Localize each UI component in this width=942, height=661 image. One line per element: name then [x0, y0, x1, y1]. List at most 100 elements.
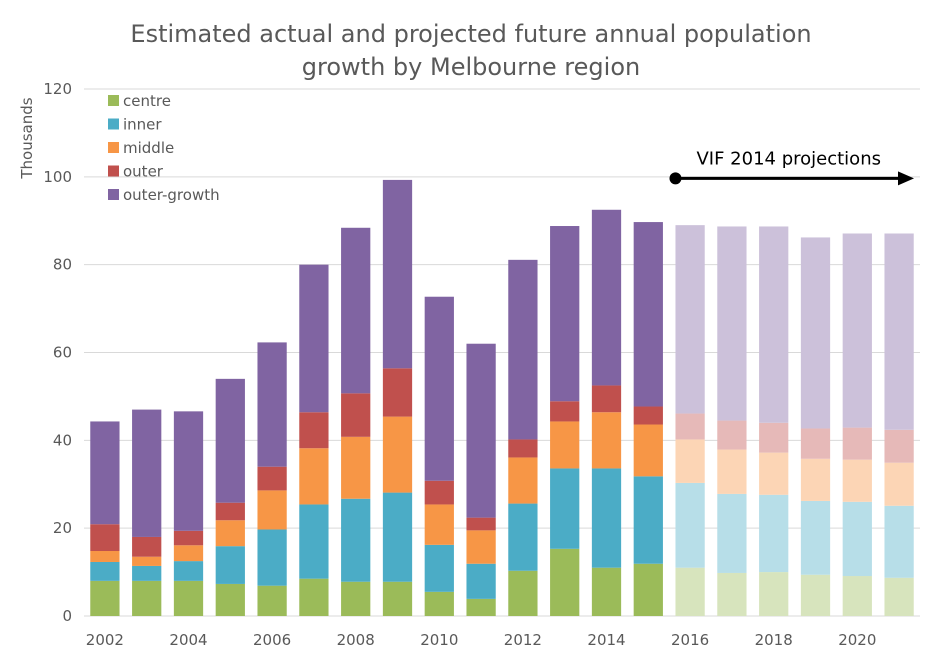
bar-outer-2018: [759, 422, 789, 453]
bar-stack-2003: [132, 409, 162, 616]
bar-inner-2002: [90, 561, 120, 581]
bar-outer-2003: [132, 536, 162, 557]
legend-swatch: [108, 118, 119, 130]
bar-centre-2002: [90, 580, 120, 616]
bar-inner-2010: [424, 544, 454, 592]
y-tick-label: 0: [62, 607, 72, 625]
y-tick-label: 100: [43, 168, 72, 186]
projection-annotation: VIF 2014 projections: [669, 148, 914, 186]
legend-label: outer: [123, 163, 164, 181]
bar-middle-2006: [257, 490, 287, 530]
bar-stack-2010: [424, 296, 454, 616]
y-tick-label: 60: [53, 344, 72, 362]
bar-middle-2005: [215, 520, 245, 547]
bar-inner-2003: [132, 565, 162, 581]
bar-outer-2021: [884, 429, 914, 463]
bar-outer-2004: [173, 530, 204, 546]
legend-swatch: [108, 142, 119, 153]
bar-middle-2007: [299, 448, 329, 505]
bar-centre-2015: [633, 563, 663, 616]
bar-middle-2003: [132, 556, 162, 566]
bar-stack-2013: [550, 226, 580, 616]
bar-centre-2019: [800, 574, 831, 616]
legend-item-inner: inner: [108, 116, 162, 134]
bar-stack-2008: [341, 227, 371, 616]
x-tick-label: 2002: [86, 631, 124, 649]
bar-middle-2004: [173, 545, 204, 562]
bar-stack-2017: [717, 226, 747, 616]
bar-middle-2008: [341, 436, 371, 499]
chart-title: Estimated actual and projected future an…: [0, 18, 942, 84]
x-tick-label: 2010: [420, 631, 458, 649]
bar-outer-growth-2007: [299, 264, 329, 413]
bar-inner-2017: [717, 493, 747, 573]
bar-inner-2005: [215, 546, 245, 584]
x-tick-label: 2012: [504, 631, 542, 649]
y-axis-label: Thousands: [18, 97, 36, 179]
bar-inner-2018: [759, 494, 789, 573]
bar-centre-2021: [884, 577, 914, 616]
bar-outer-2012: [508, 439, 538, 458]
legend-swatch: [108, 95, 119, 106]
legend-swatch: [108, 189, 119, 200]
bar-middle-2002: [90, 551, 120, 562]
bar-middle-2009: [382, 416, 413, 493]
bar-outer-2019: [800, 428, 831, 459]
bar-inner-2020: [842, 501, 872, 577]
bar-outer-growth-2021: [884, 233, 914, 430]
legend-label: outer-growth: [123, 186, 220, 204]
y-tick-label: 40: [53, 431, 72, 449]
bar-stack-2002: [90, 421, 120, 616]
bar-inner-2015: [633, 476, 663, 564]
bar-centre-2009: [382, 581, 413, 616]
bar-centre-2007: [299, 578, 329, 616]
bar-outer-2011: [466, 517, 496, 531]
bar-outer-growth-2020: [842, 233, 872, 428]
bar-middle-2011: [466, 530, 496, 564]
legend-label: middle: [123, 139, 174, 157]
x-tick-label: 2006: [253, 631, 291, 649]
bar-outer-growth-2018: [759, 226, 789, 423]
legend-swatch: [108, 165, 119, 177]
bar-stack-2014: [591, 209, 622, 616]
bar-outer-2008: [341, 393, 371, 437]
bar-centre-2012: [508, 570, 538, 616]
bar-outer-growth-2017: [717, 226, 747, 421]
bar-centre-2020: [842, 576, 872, 616]
bar-outer-growth-2009: [382, 179, 413, 369]
projection-label: VIF 2014 projections: [696, 148, 881, 169]
legend: centre inner middle outer outer-growth: [108, 92, 220, 204]
bar-outer-growth-2014: [591, 209, 622, 386]
bar-centre-2006: [257, 585, 287, 616]
y-tick-label: 80: [53, 256, 72, 274]
bar-centre-2010: [424, 591, 454, 616]
bar-stack-2019: [800, 237, 831, 616]
legend-item-middle: middle: [108, 139, 174, 157]
bar-outer-2007: [299, 412, 329, 449]
x-tick-label: 2016: [671, 631, 709, 649]
bar-stack-2007: [299, 264, 329, 616]
bar-inner-2012: [508, 503, 538, 571]
chart-title-line-2: growth by Melbourne region: [301, 53, 641, 81]
bar-middle-2010: [424, 504, 454, 545]
bar-middle-2018: [759, 452, 789, 495]
bar-inner-2016: [675, 482, 705, 568]
bar-inner-2011: [466, 563, 496, 599]
bar-outer-2020: [842, 427, 872, 460]
bar-middle-2019: [800, 458, 831, 501]
bar-inner-2014: [591, 468, 622, 568]
bar-inner-2007: [299, 504, 329, 579]
bar-outer-2009: [382, 368, 413, 417]
bar-middle-2020: [842, 459, 872, 502]
bar-outer-growth-2008: [341, 227, 371, 394]
chart-title-line-1: Estimated actual and projected future an…: [130, 20, 812, 48]
bar-outer-2006: [257, 466, 287, 491]
bar-stack-2012: [508, 259, 538, 616]
bar-centre-2017: [717, 572, 747, 616]
bar-centre-2013: [550, 548, 580, 616]
bar-centre-2004: [173, 580, 204, 616]
bar-inner-2013: [550, 468, 580, 549]
bar-middle-2017: [717, 449, 747, 494]
bar-outer-2016: [675, 413, 705, 440]
